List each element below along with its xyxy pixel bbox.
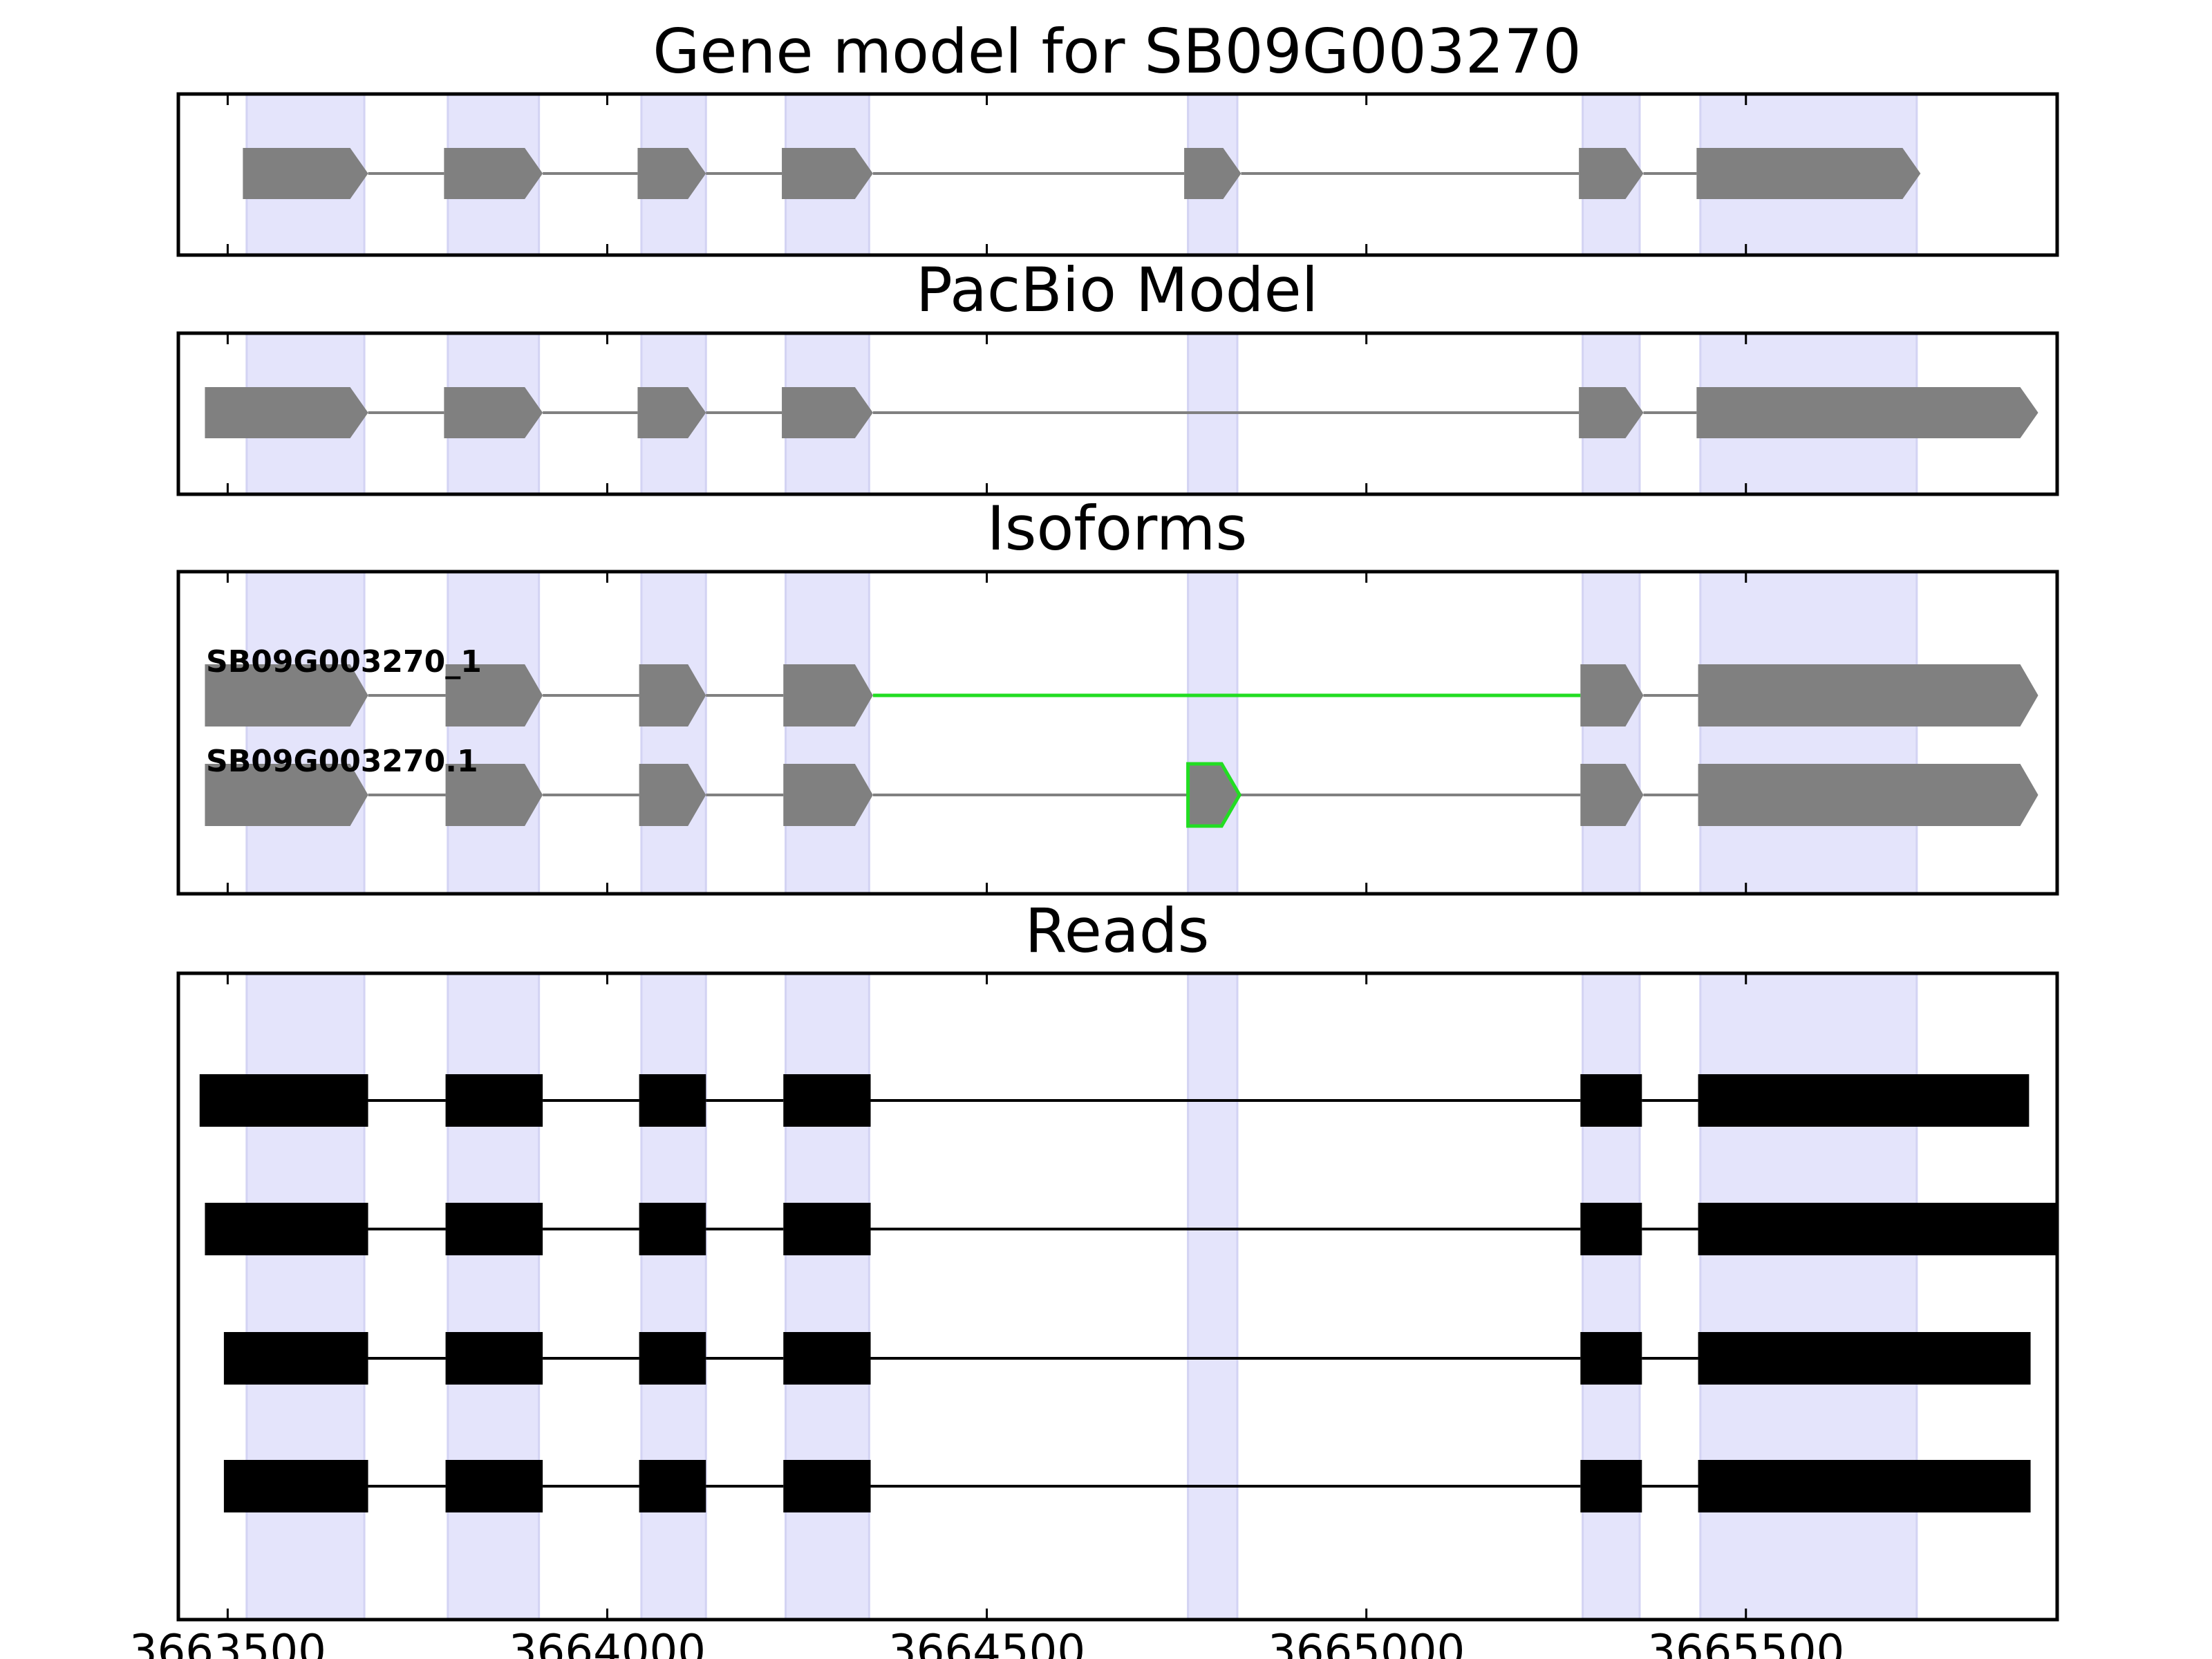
reads-title: Reads bbox=[1025, 895, 1210, 966]
reference-exon-band bbox=[245, 972, 366, 1621]
exon-arrow bbox=[444, 387, 543, 438]
exon-arrow bbox=[783, 764, 873, 826]
pacbio-model-panel: PacBio Model bbox=[176, 254, 2059, 496]
isoforms-frame bbox=[176, 570, 2059, 896]
read-block bbox=[1698, 1203, 2057, 1255]
read-block bbox=[783, 1074, 871, 1127]
isoforms-panel: Isoforms SB09G003270_1 SB09G003270.1 bbox=[176, 493, 2059, 896]
read-block bbox=[783, 1203, 871, 1255]
gene-model-title: Gene model for SB09G003270 bbox=[653, 16, 1582, 87]
exon-arrow bbox=[639, 764, 706, 826]
reads-panel: Reads bbox=[176, 895, 2059, 1622]
exon-arrow bbox=[1579, 148, 1644, 199]
alternative-exon-arrow bbox=[1186, 762, 1242, 828]
read-block bbox=[1580, 1460, 1642, 1512]
reference-exon-band bbox=[447, 570, 541, 895]
track bbox=[223, 1460, 2031, 1512]
exon-arrow bbox=[1579, 387, 1644, 438]
reference-exon-band bbox=[447, 972, 541, 1621]
reference-exon-band bbox=[640, 972, 707, 1621]
exon-arrow bbox=[1698, 764, 2038, 826]
read-block bbox=[205, 1203, 368, 1255]
exon-arrow bbox=[637, 148, 706, 199]
read-block bbox=[1580, 1203, 1642, 1255]
read-block bbox=[1580, 1074, 1642, 1127]
exon-arrow bbox=[639, 664, 706, 727]
reference-exon-band bbox=[1582, 972, 1641, 1621]
exon-arrow bbox=[205, 387, 368, 438]
exon-arrow bbox=[445, 764, 543, 826]
x-tick-label: 3664000 bbox=[509, 1626, 706, 1659]
read-block bbox=[639, 1203, 706, 1255]
track bbox=[205, 762, 2038, 828]
reads-frame bbox=[176, 971, 2059, 1622]
read-block bbox=[1580, 1332, 1642, 1385]
read-block bbox=[1698, 1332, 2031, 1385]
exon-arrow bbox=[1698, 664, 2038, 727]
exon-arrow bbox=[1580, 664, 1644, 727]
read-block bbox=[445, 1074, 543, 1127]
pacbio-model-title: PacBio Model bbox=[916, 254, 1318, 326]
gene-model-panel: Gene model for SB09G003270 bbox=[176, 16, 2059, 257]
read-block bbox=[783, 1332, 871, 1385]
read-block bbox=[445, 1332, 543, 1385]
reference-exon-band bbox=[785, 570, 870, 895]
exon-arrow bbox=[243, 148, 368, 199]
x-tick-label: 3665000 bbox=[1268, 1626, 1465, 1659]
reference-exon-band bbox=[1699, 972, 1918, 1621]
read-block bbox=[1698, 1074, 2030, 1127]
track bbox=[199, 1074, 2030, 1127]
x-tick-label: 3665500 bbox=[1647, 1626, 1844, 1659]
read-block bbox=[1698, 1460, 2031, 1512]
pacbio-model-frame bbox=[176, 331, 2059, 496]
track bbox=[243, 148, 1921, 199]
exon-arrow bbox=[782, 387, 873, 438]
exon-arrow bbox=[783, 664, 873, 727]
x-tick-label: 3664500 bbox=[888, 1626, 1085, 1659]
reference-exon-band bbox=[1187, 972, 1239, 1621]
read-block bbox=[783, 1460, 871, 1512]
exon-arrow bbox=[445, 664, 543, 727]
read-block bbox=[445, 1203, 543, 1255]
x-axis-tick-labels: 3663500 3664000 3664500 3665000 3665500 bbox=[129, 1626, 1844, 1659]
reference-exon-band bbox=[1582, 570, 1641, 895]
read-block bbox=[223, 1460, 368, 1512]
isoform-label-1: SB09G003270_1 bbox=[206, 644, 482, 679]
read-block bbox=[223, 1332, 368, 1385]
read-block bbox=[639, 1332, 706, 1385]
reference-exon-band bbox=[245, 570, 366, 895]
track bbox=[205, 664, 2038, 727]
isoforms-title: Isoforms bbox=[987, 493, 1248, 564]
exon-arrow bbox=[637, 387, 706, 438]
reference-exon-band bbox=[1187, 570, 1239, 895]
gene-model-frame bbox=[176, 92, 2059, 257]
read-block bbox=[639, 1074, 706, 1127]
exon-arrow bbox=[205, 764, 368, 826]
track bbox=[223, 1332, 2031, 1385]
read-block bbox=[445, 1460, 543, 1512]
reference-exon-band bbox=[785, 972, 870, 1621]
reference-exon-band bbox=[640, 570, 707, 895]
exon-arrow bbox=[444, 148, 543, 199]
reference-exon-band bbox=[1699, 570, 1918, 895]
track bbox=[205, 387, 2038, 438]
exon-arrow bbox=[205, 664, 368, 727]
exon-arrow bbox=[1580, 764, 1644, 826]
exon-arrow bbox=[1696, 387, 2038, 438]
x-tick-label: 3663500 bbox=[129, 1626, 326, 1659]
exon-arrow bbox=[782, 148, 873, 199]
isoform-label-2: SB09G003270.1 bbox=[206, 744, 478, 779]
read-block bbox=[199, 1074, 368, 1127]
read-block bbox=[639, 1460, 706, 1512]
track bbox=[205, 1203, 2057, 1255]
exon-arrow bbox=[1696, 148, 1921, 199]
exon-arrow bbox=[1184, 148, 1241, 199]
